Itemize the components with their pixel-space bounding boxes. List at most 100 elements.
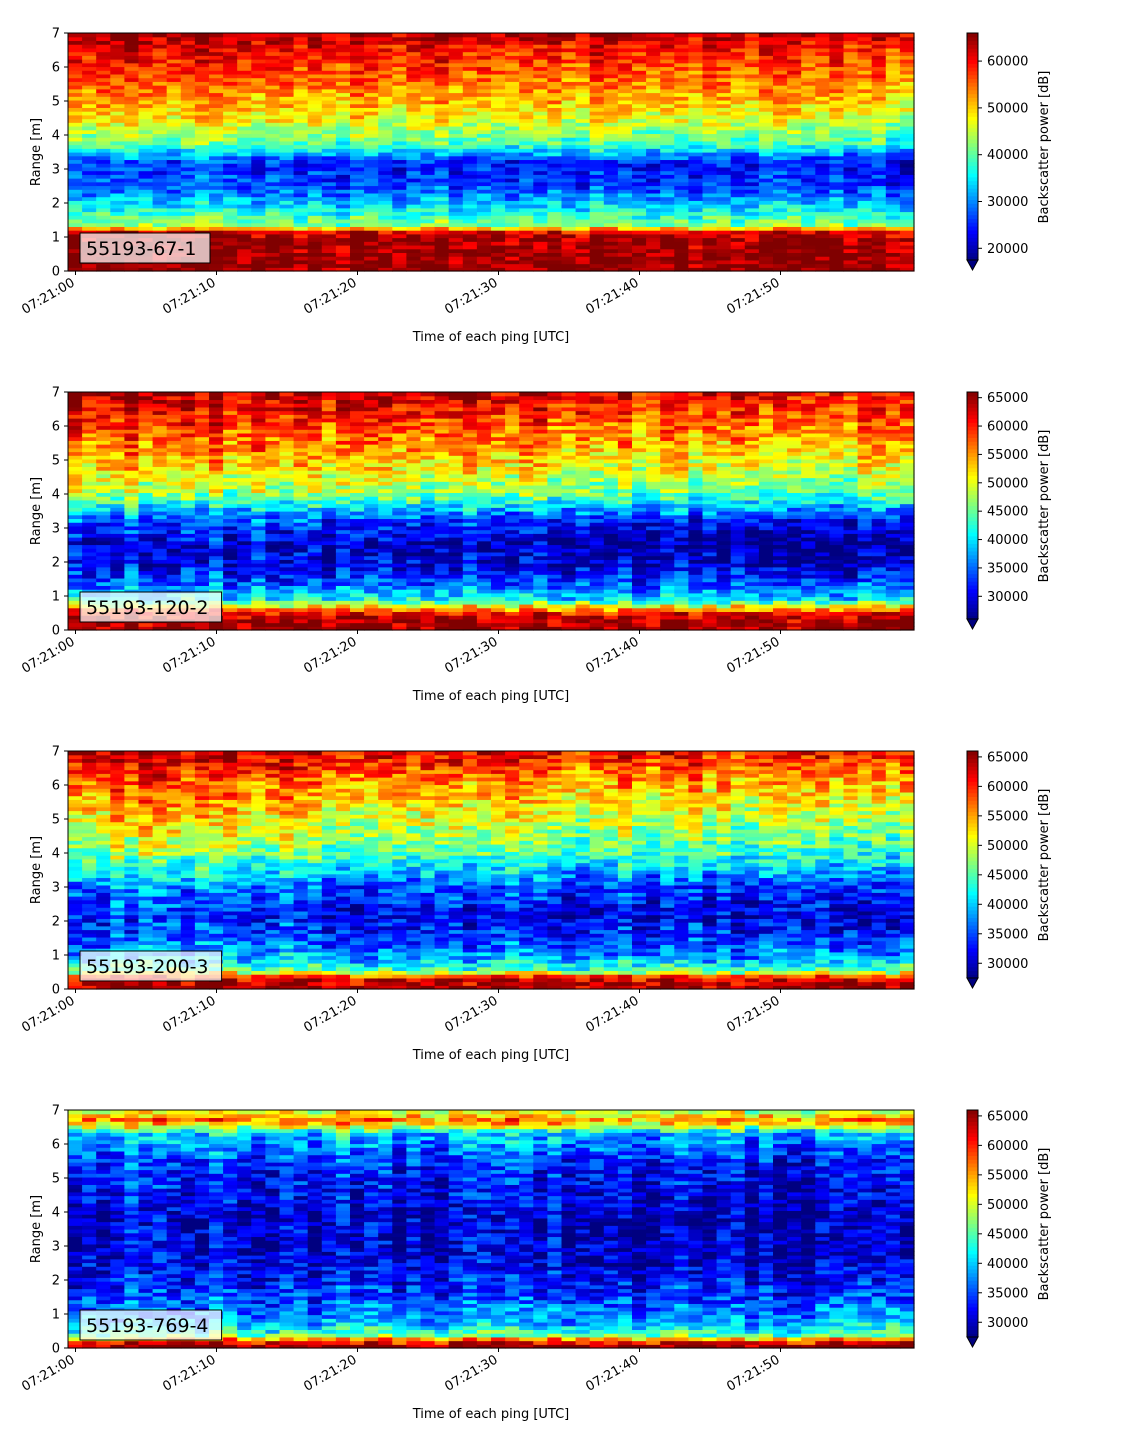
heatmap-cell: [703, 141, 718, 145]
heatmap-cell: [886, 189, 901, 193]
heatmap-cell: [844, 44, 859, 48]
heatmap-cell: [872, 130, 887, 134]
heatmap-cell: [153, 104, 168, 108]
heatmap-cell: [463, 40, 478, 44]
heatmap-cell: [209, 537, 224, 541]
heatmap-cell: [604, 200, 619, 204]
heatmap-cell: [237, 574, 252, 578]
heatmap-cell: [688, 245, 703, 249]
heatmap-cell: [237, 619, 252, 623]
heatmap-cell: [209, 448, 224, 452]
heatmap-cell: [660, 40, 675, 44]
heatmap-cell: [519, 48, 534, 52]
heatmap-cell: [294, 552, 309, 556]
heatmap-cell: [745, 212, 760, 216]
heatmap-cell: [251, 425, 266, 429]
heatmap-cell: [378, 215, 393, 219]
heatmap-cell: [181, 511, 196, 515]
heatmap-cell: [872, 226, 887, 230]
heatmap-cell: [787, 241, 802, 245]
heatmap-cell: [322, 208, 337, 212]
heatmap-cell: [801, 81, 816, 85]
heatmap-cell: [533, 137, 548, 141]
heatmap-cell: [604, 48, 619, 52]
heatmap-cell: [265, 466, 280, 470]
heatmap-cell: [364, 234, 379, 238]
heatmap-cell: [167, 455, 182, 459]
heatmap-cell: [181, 500, 196, 504]
heatmap-cell: [858, 185, 873, 189]
heatmap-cell: [660, 89, 675, 93]
heatmap-cell: [632, 178, 647, 182]
heatmap-cell: [336, 115, 351, 119]
heatmap-cell: [815, 104, 830, 108]
heatmap-cell: [590, 70, 605, 74]
heatmap-cell: [378, 212, 393, 216]
heatmap-cell: [265, 481, 280, 485]
heatmap-cell: [251, 133, 266, 137]
heatmap-cell: [209, 518, 224, 522]
heatmap-cell: [209, 552, 224, 556]
heatmap-cell: [195, 448, 210, 452]
heatmap-cell: [801, 238, 816, 242]
heatmap-cell: [815, 256, 830, 260]
heatmap-cell: [96, 167, 111, 171]
heatmap-cell: [801, 48, 816, 52]
heatmap-cell: [477, 152, 492, 156]
heatmap-cell: [68, 559, 83, 563]
heatmap-cell: [759, 171, 774, 175]
heatmap-cell: [618, 70, 633, 74]
heatmap-cell: [96, 511, 111, 515]
heatmap-cell: [435, 215, 450, 219]
heatmap-cell: [209, 122, 224, 126]
heatmap-cell: [392, 74, 407, 78]
heatmap-cell: [68, 107, 83, 111]
heatmap-cell: [167, 66, 182, 70]
heatmap-cell: [547, 234, 562, 238]
heatmap-cell: [463, 189, 478, 193]
heatmap-cell: [237, 567, 252, 571]
colorbar-segment: [967, 207, 978, 211]
heatmap-cell: [294, 167, 309, 171]
heatmap-cell: [265, 100, 280, 104]
heatmap-cell: [308, 55, 323, 59]
heatmap-cell: [139, 518, 154, 522]
heatmap-cell: [209, 52, 224, 56]
heatmap-cell: [364, 178, 379, 182]
heatmap-cell: [632, 264, 647, 268]
heatmap-cell: [900, 256, 915, 260]
heatmap-cell: [68, 399, 83, 403]
heatmap-cell: [717, 78, 732, 82]
heatmap-cell: [576, 171, 591, 175]
heatmap-cell: [674, 171, 689, 175]
heatmap-cell: [280, 392, 295, 396]
heatmap-cell: [251, 474, 266, 478]
heatmap-cell: [68, 396, 83, 400]
heatmap-cell: [237, 260, 252, 264]
heatmap-cell: [251, 500, 266, 504]
heatmap-cell: [801, 171, 816, 175]
heatmap-cell: [886, 111, 901, 115]
heatmap-cell: [82, 567, 97, 571]
heatmap-cell: [336, 208, 351, 212]
heatmap-cell: [519, 208, 534, 212]
heatmap-cell: [829, 145, 844, 149]
heatmap-cell: [801, 85, 816, 89]
heatmap-cell: [392, 37, 407, 41]
heatmap-cell: [759, 230, 774, 234]
heatmap-cell: [167, 478, 182, 482]
heatmap-cell: [449, 182, 464, 186]
heatmap-cell: [110, 212, 125, 216]
heatmap-cell: [68, 66, 83, 70]
heatmap-cell: [209, 70, 224, 74]
heatmap-cell: [209, 574, 224, 578]
heatmap-cell: [660, 260, 675, 264]
heatmap-cell: [533, 85, 548, 89]
heatmap-cell: [688, 55, 703, 59]
heatmap-cell: [886, 252, 901, 256]
heatmap-cell: [717, 252, 732, 256]
heatmap-cell: [251, 163, 266, 167]
heatmap-cell: [547, 52, 562, 56]
heatmap-cell: [251, 530, 266, 534]
heatmap-cell: [280, 399, 295, 403]
